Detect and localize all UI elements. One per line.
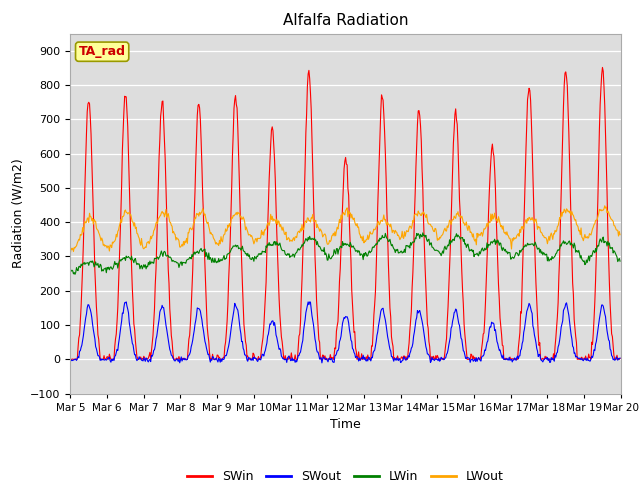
SWout: [318, 360, 326, 366]
SWout: [122, 299, 130, 305]
LWin: [71, 272, 79, 277]
SWin: [616, 356, 624, 361]
Legend: SWin, SWout, LWin, LWout: SWin, SWout, LWin, LWout: [182, 465, 509, 480]
LWout: [428, 224, 436, 229]
LWout: [412, 211, 420, 216]
LWout: [616, 232, 624, 238]
LWin: [413, 230, 420, 236]
LWout: [189, 225, 196, 231]
SWout: [189, 332, 197, 338]
SWout: [616, 355, 624, 361]
SWout: [429, 356, 437, 362]
Line: LWin: LWin: [70, 233, 620, 275]
LWin: [77, 261, 85, 267]
SWin: [189, 238, 197, 243]
LWin: [616, 258, 624, 264]
LWin: [134, 261, 141, 266]
SWin: [67, 357, 75, 362]
Line: SWout: SWout: [70, 302, 620, 363]
Line: SWin: SWin: [70, 67, 620, 360]
Title: Alfalfa Radiation: Alfalfa Radiation: [283, 13, 408, 28]
SWout: [134, 357, 141, 362]
Line: LWout: LWout: [70, 206, 620, 253]
SWout: [219, 356, 227, 361]
LWin: [429, 245, 437, 251]
LWout: [218, 238, 226, 244]
LWin: [219, 257, 227, 263]
LWin: [67, 269, 74, 275]
SWin: [77, 304, 85, 310]
X-axis label: Time: Time: [330, 418, 361, 431]
SWout: [413, 308, 421, 313]
LWout: [133, 230, 141, 236]
SWin: [219, 357, 227, 362]
SWin: [429, 357, 436, 362]
SWin: [598, 64, 606, 70]
Text: TA_rad: TA_rad: [79, 45, 125, 58]
SWout: [67, 356, 74, 362]
LWout: [601, 203, 609, 209]
Y-axis label: Radiation (W/m2): Radiation (W/m2): [12, 159, 25, 268]
SWin: [134, 356, 141, 361]
SWout: [77, 348, 84, 354]
LWout: [77, 231, 84, 237]
LWin: [189, 251, 197, 257]
SWin: [413, 142, 420, 147]
LWin: [419, 230, 427, 236]
LWout: [67, 251, 74, 256]
SWin: [67, 357, 74, 362]
